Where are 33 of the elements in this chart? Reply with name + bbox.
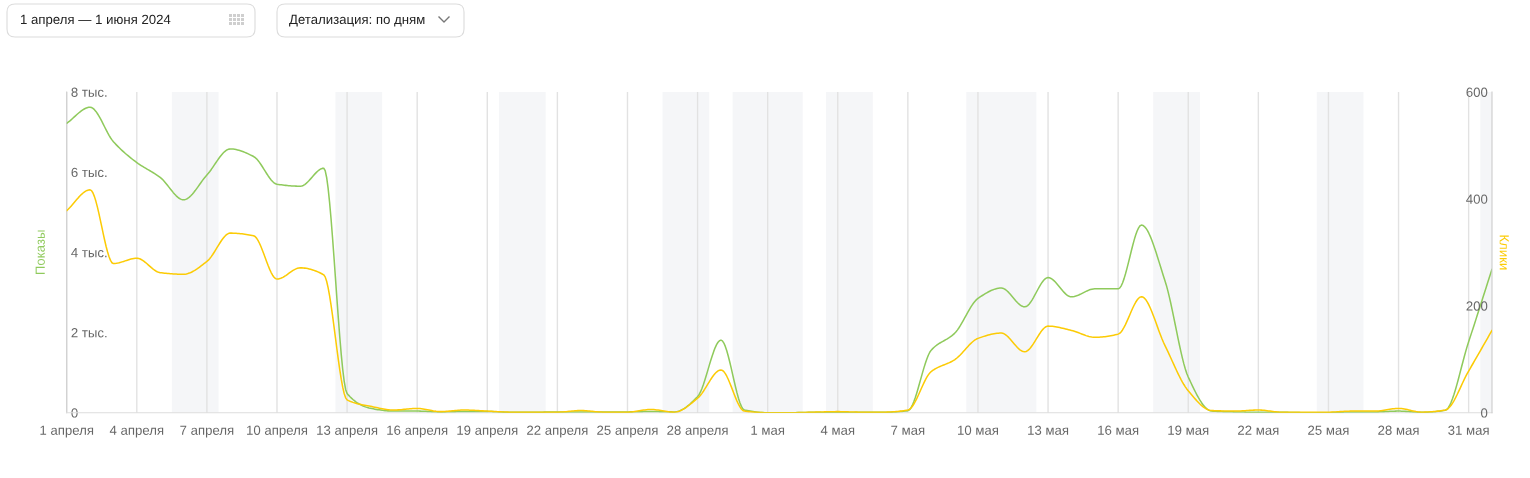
y2-tick-label: 0 [1481, 408, 1488, 418]
x-tick-label: 22 мая [1238, 425, 1279, 435]
x-tick-label: 4 мая [820, 425, 855, 435]
x-tick-label: 4 апреля [109, 425, 164, 438]
y2-axis-title: Клики [1499, 235, 1509, 270]
x-tick-label: 1 апреля [40, 425, 94, 438]
y2-tick-label: 400 [1466, 194, 1488, 204]
x-tick-label: 13 апреля [317, 425, 378, 438]
x-tick-label: 28 мая [1378, 425, 1419, 435]
y-axis-title: Показы [35, 230, 45, 275]
text: 1 апреля — 1 июня 2024 [21, 14, 171, 27]
y-tick-label: 0 [71, 408, 78, 418]
y-tick-label: 4 тыс. [71, 248, 107, 258]
x-tick-label: 1 мая [751, 425, 785, 435]
x-tick-label: 10 мая [958, 425, 998, 435]
y-tick-label: 6 тыс. [71, 167, 107, 178]
y2-tick-label: 600 [1466, 87, 1488, 97]
x-tick-label: 25 апреля [597, 425, 658, 438]
x-tick-label: 13 мая [1028, 425, 1069, 435]
x-tick-label: 7 апреля [180, 425, 234, 438]
x-tick-label: 25 мая [1308, 425, 1349, 435]
x-tick-label: 7 мая [891, 425, 925, 435]
x-tick-label: 28 апреля [667, 425, 728, 438]
y-tick-label: 8 тыс. [71, 87, 107, 97]
x-tick-label: 10 апреля [247, 425, 308, 438]
x-tick-label: 16 апреля [387, 425, 448, 438]
x-tick-label: 31 мая [1448, 425, 1489, 435]
x-tick-label: 19 мая [1168, 425, 1209, 435]
x-tick-label: 16 мая [1098, 425, 1139, 435]
y-tick-label: 2 тыс. [71, 328, 107, 338]
x-tick-label: 19 апреля [457, 425, 518, 438]
x-tick-label: 22 апреля [527, 425, 588, 438]
text: Детализация: по дням [289, 14, 425, 27]
